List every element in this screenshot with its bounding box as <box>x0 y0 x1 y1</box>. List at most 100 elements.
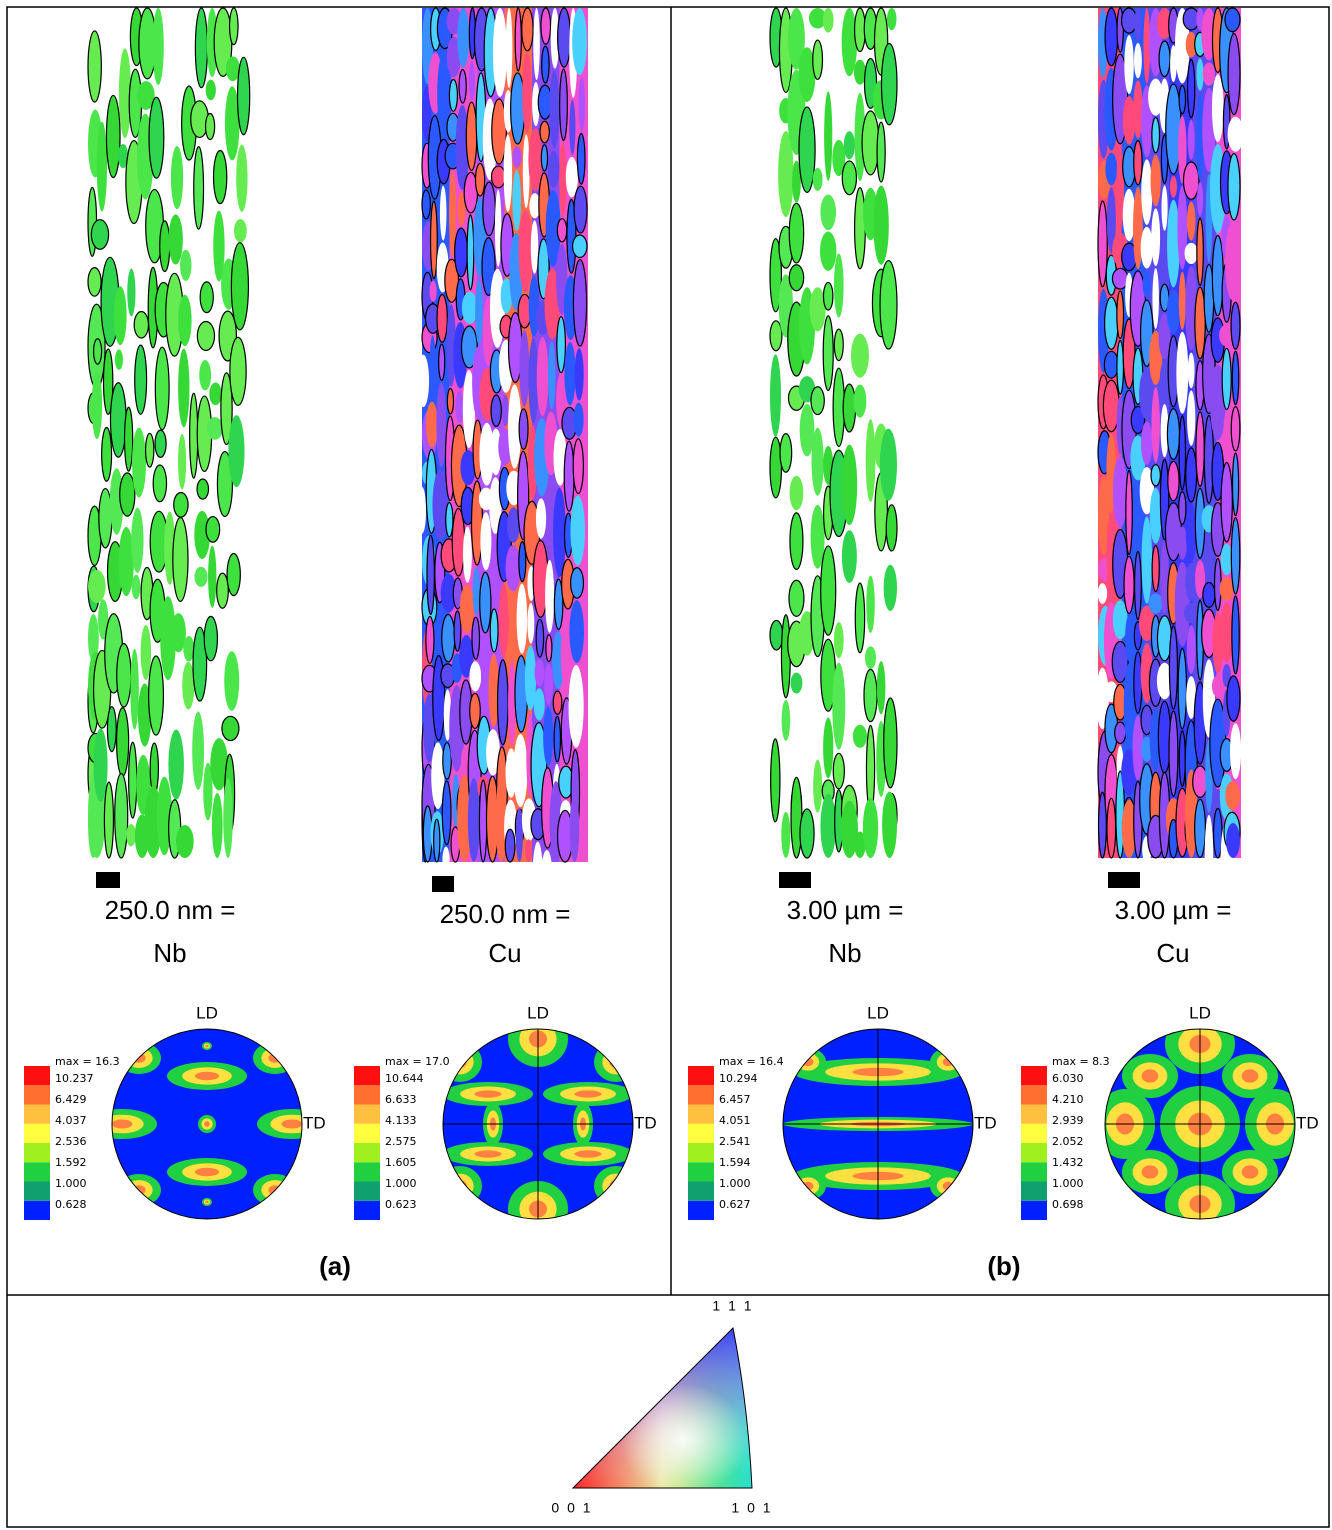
grain <box>553 691 562 714</box>
gap <box>1124 35 1133 94</box>
grain <box>572 8 587 75</box>
intensity-contour <box>453 1180 466 1192</box>
grain <box>442 781 451 845</box>
gap <box>1162 185 1168 230</box>
grain <box>1151 387 1159 463</box>
grain <box>820 195 836 231</box>
grain <box>480 572 491 632</box>
legend-swatch <box>1021 1066 1047 1085</box>
grain <box>94 339 102 364</box>
grain <box>853 725 867 748</box>
legend-swatch <box>1021 1162 1047 1181</box>
legend-level: 1.000 <box>55 1177 87 1190</box>
grain <box>789 203 803 263</box>
grain <box>224 651 239 711</box>
grain <box>1126 470 1132 554</box>
grain <box>1187 201 1195 240</box>
grain <box>1197 182 1203 216</box>
grain <box>1196 412 1204 487</box>
phase-label: Cu <box>488 938 521 968</box>
grain <box>223 778 233 858</box>
grain <box>570 495 584 565</box>
grain <box>447 389 453 414</box>
grain <box>457 8 469 68</box>
grain <box>149 97 164 178</box>
grain <box>1212 236 1223 316</box>
grain <box>1179 492 1186 525</box>
grain <box>832 663 845 750</box>
legend-swatch <box>688 1105 714 1124</box>
grain <box>522 53 532 133</box>
grain <box>178 295 192 346</box>
grain <box>180 250 191 281</box>
grain <box>1220 577 1234 601</box>
td-label: TD <box>974 1113 997 1132</box>
legend-swatch <box>354 1105 380 1124</box>
grain <box>548 151 560 188</box>
grain <box>855 583 864 653</box>
orientation-map <box>417 8 588 918</box>
grain <box>780 434 792 473</box>
grain <box>230 8 238 45</box>
grain <box>559 143 566 217</box>
grain <box>1148 593 1162 613</box>
legend-level: 0.623 <box>385 1198 417 1211</box>
gap <box>1152 268 1158 329</box>
grain <box>516 808 523 862</box>
grain <box>498 660 509 745</box>
grain <box>823 8 834 33</box>
grain <box>834 329 843 361</box>
grain <box>554 716 560 762</box>
ld-label: LD <box>196 1003 218 1022</box>
grain <box>209 383 221 406</box>
grain <box>574 403 584 437</box>
grain <box>834 253 844 317</box>
grain <box>546 635 552 662</box>
intensity-contour <box>609 1056 622 1068</box>
intensity-contour <box>1242 1165 1259 1178</box>
page: {"panels": [ {"label": "(a)", "samples":… <box>0 0 1332 1530</box>
intensity-contour <box>453 1056 466 1068</box>
grain <box>536 619 543 657</box>
gap <box>480 512 491 570</box>
legend-swatch <box>354 1066 380 1085</box>
grain <box>107 707 116 752</box>
legend-swatch <box>354 1162 380 1181</box>
grain <box>813 168 823 191</box>
legend-max: max = 17.0 <box>385 1055 450 1068</box>
grain <box>823 718 833 779</box>
legend-level: 1.000 <box>385 1177 417 1190</box>
grain <box>866 576 875 633</box>
grain <box>92 371 102 439</box>
legend-swatch <box>354 1182 380 1201</box>
gap <box>545 560 554 633</box>
grain <box>541 8 551 44</box>
gap <box>517 584 528 654</box>
grain <box>1178 648 1186 728</box>
grain <box>782 700 791 741</box>
grain <box>499 583 509 657</box>
grain <box>153 465 166 502</box>
grain <box>436 605 442 654</box>
grain <box>1212 675 1224 697</box>
grain <box>541 145 547 171</box>
grain <box>1105 8 1118 66</box>
grain <box>557 219 566 242</box>
grain <box>238 57 250 134</box>
grain <box>880 429 897 501</box>
grain <box>168 730 184 800</box>
scale-label: 3.00 µm = <box>787 895 904 925</box>
grain <box>1228 154 1240 220</box>
grain <box>781 812 790 858</box>
grain <box>1223 411 1230 460</box>
grain <box>1226 823 1240 858</box>
grain <box>789 580 804 616</box>
grain <box>843 384 855 432</box>
grain <box>1167 409 1179 460</box>
grain <box>1169 626 1177 709</box>
legend-level: 2.536 <box>55 1135 87 1148</box>
grain <box>434 819 440 862</box>
grain <box>176 825 194 858</box>
grain <box>125 407 133 471</box>
grain <box>854 385 867 418</box>
